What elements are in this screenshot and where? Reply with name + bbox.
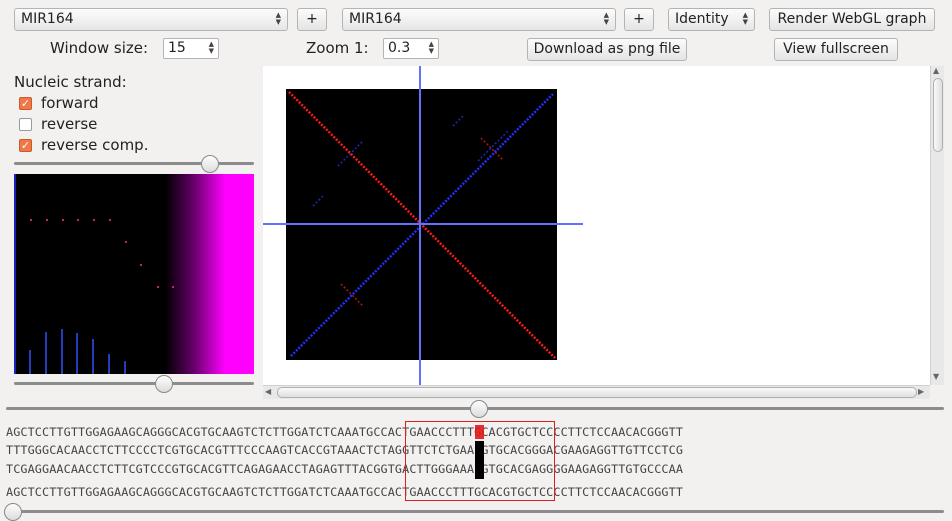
histogram-bars [29, 329, 126, 374]
sequence-line-target: AGCTCCTTGTTGGAGAAGCAGGGCACGTGCAAGTCTCTTG… [6, 485, 684, 499]
reverse-label: reverse [41, 115, 98, 133]
scroll-up-arrow-icon[interactable]: ▲ [933, 66, 940, 75]
nucleic-strand-label: Nucleic strand: [14, 73, 127, 91]
forward-checkbox[interactable]: ✓ [19, 97, 32, 110]
zoom-label: Zoom 1: [306, 39, 369, 57]
spin-arrows-icon: ▲ ▼ [428, 40, 434, 55]
window-size-value: 15 [168, 40, 186, 56]
updown-arrows-icon: ▲ ▼ [275, 11, 281, 26]
threshold-slider-handle[interactable] [201, 155, 219, 173]
add-sequence2-button[interactable]: + [624, 8, 654, 31]
color-slider-track[interactable] [14, 382, 254, 385]
position-slider-handle[interactable] [470, 400, 488, 418]
vertical-scrollbar[interactable]: ▲ ▼ [930, 66, 944, 385]
scroll-down-arrow-icon[interactable]: ▼ [933, 372, 940, 381]
metric-select[interactable]: Identity ▲ ▼ [668, 8, 755, 31]
reverse-comp-checkbox[interactable]: ✓ [19, 139, 32, 152]
bottom-slider-handle[interactable] [4, 503, 22, 521]
dotplot-canvas[interactable] [263, 66, 930, 385]
secondary-matches-red [340, 137, 504, 307]
sequence2-value: MIR164 [349, 11, 402, 27]
forward-label: forward [41, 94, 99, 112]
updown-arrows-icon: ▲ ▼ [603, 11, 609, 26]
download-png-button[interactable]: Download as png file [527, 38, 687, 61]
sequence-line-revcomp: TCGAGGAACAACCTCTTCGTCCCGTGCACGTTCAGAGAAC… [6, 462, 684, 476]
cursor-marker-red [475, 425, 484, 439]
secondary-matches-blue [312, 115, 509, 207]
view-fullscreen-button[interactable]: View fullscreen [774, 38, 898, 61]
zoom-value: 0.3 [388, 40, 411, 56]
window-size-input[interactable]: 15 ▲ ▼ [163, 38, 219, 59]
cursor-marker-black [475, 441, 484, 479]
window-size-label: Window size: [50, 39, 149, 57]
sequence2-select[interactable]: MIR164 ▲ ▼ [342, 8, 616, 31]
scroll-right-arrow-icon[interactable]: ▶ [918, 387, 925, 396]
sequence1-value: MIR164 [21, 11, 74, 27]
alignment-window-box [405, 421, 555, 501]
reverse-comp-label: reverse comp. [41, 136, 149, 154]
threshold-slider-track[interactable] [14, 162, 254, 165]
revcomp-diagonal-upper [422, 93, 554, 225]
color-gradient [14, 174, 254, 374]
horizontal-scrollbar[interactable]: ◀ ▶ [263, 385, 930, 399]
revcomp-diagonal-lower [290, 226, 421, 357]
color-slider-handle[interactable] [155, 375, 173, 393]
sequence1-select[interactable]: MIR164 ▲ ▼ [14, 8, 288, 31]
zoom-input[interactable]: 0.3 ▲ ▼ [383, 38, 439, 59]
bottom-slider-track[interactable] [6, 510, 944, 513]
spin-arrows-icon: ▲ ▼ [208, 40, 214, 55]
forward-diagonal [288, 91, 556, 359]
vertical-scroll-thumb[interactable] [933, 78, 943, 152]
histogram-dots [30, 219, 174, 288]
horizontal-scroll-thumb[interactable] [277, 387, 917, 398]
scroll-left-arrow-icon[interactable]: ◀ [265, 387, 272, 396]
sequence-line-reverse: TTTGGGCACAACCTCTTCCCCTCGTGCACGTTTCCCAAGT… [6, 443, 684, 457]
add-sequence1-button[interactable]: + [297, 8, 327, 31]
updown-arrows-icon: ▲ ▼ [742, 11, 748, 26]
dotplot-viewport[interactable] [263, 66, 930, 385]
histogram-panel [14, 174, 254, 374]
metric-value: Identity [675, 11, 729, 27]
reverse-checkbox[interactable] [19, 118, 32, 131]
render-webgl-button[interactable]: Render WebGL graph [769, 8, 935, 31]
sequence-line-forward: AGCTCCTTGTTGGAGAAGCAGGGCACGTGCAAGTCTCTTG… [6, 425, 684, 439]
